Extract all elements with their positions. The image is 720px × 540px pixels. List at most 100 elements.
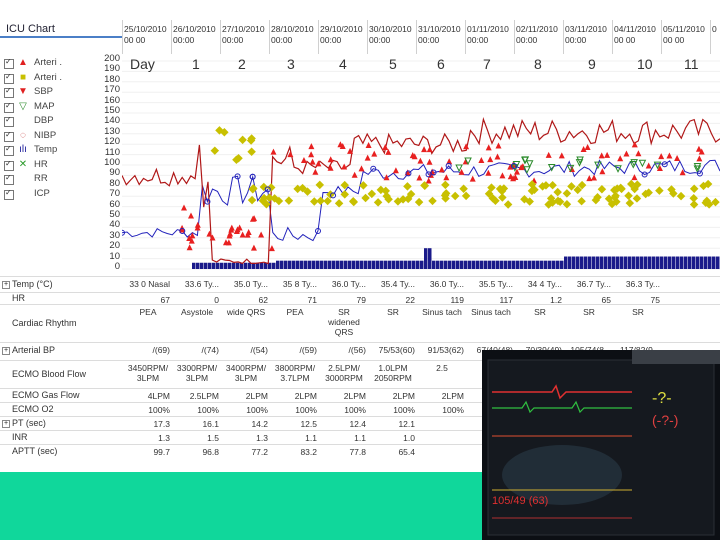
expand-icon[interactable]: + bbox=[2, 420, 10, 428]
temp-bar bbox=[672, 256, 676, 269]
row-label: Cardiac Rhythm bbox=[12, 318, 77, 328]
legend-item[interactable]: ▲ Arteri . bbox=[4, 57, 96, 70]
date-header-7[interactable]: 01/11/2010 00:00 bbox=[467, 24, 509, 48]
date-header-1[interactable]: 26/10/2010 00:00 bbox=[173, 24, 216, 48]
y-tick-label: 190 bbox=[104, 63, 120, 75]
legend-checkbox[interactable] bbox=[4, 115, 14, 127]
date-header-12[interactable]: 0 bbox=[712, 24, 717, 48]
legend-panel: ▲ Arteri . ■ Arteri . ▼ SBP ▽ MAP DBP ◌ NIBP ılı Tem… bbox=[0, 54, 96, 272]
legend-checkbox[interactable] bbox=[4, 188, 14, 200]
temp-bar bbox=[332, 260, 336, 269]
date-text: 30/10/2010 bbox=[369, 24, 412, 34]
legend-checkbox[interactable] bbox=[4, 101, 14, 113]
date-text: 25/10/2010 bbox=[124, 24, 167, 34]
date-header-9[interactable]: 03/11/2010 00:00 bbox=[565, 24, 607, 48]
temp-bar bbox=[384, 260, 388, 269]
arterial-square bbox=[247, 195, 257, 205]
arterial-square bbox=[553, 187, 562, 197]
vitals-chart[interactable] bbox=[122, 54, 720, 272]
legend-checkbox[interactable] bbox=[4, 159, 14, 171]
row-label: ECMO Blood Flow bbox=[12, 369, 87, 379]
table-cell: 100% bbox=[442, 405, 464, 415]
table-cell: 62 bbox=[258, 295, 268, 305]
temp-bar bbox=[560, 260, 564, 269]
temp-bar bbox=[516, 260, 520, 269]
temp-bar bbox=[628, 256, 632, 269]
nibp-circle bbox=[264, 186, 271, 193]
legend-label: SBP bbox=[34, 86, 54, 97]
temp-bar bbox=[616, 256, 620, 269]
legend-item[interactable]: ✕ HR bbox=[4, 159, 96, 172]
arterial-square bbox=[562, 199, 572, 209]
date-header-11[interactable]: 05/11/2010 00 00 bbox=[663, 24, 705, 48]
date-header-2[interactable]: 27/10/2010 00:00 bbox=[222, 24, 265, 48]
arterial-square bbox=[348, 197, 358, 206]
row-label: PT (sec) bbox=[12, 418, 46, 428]
time-text: 00:00 bbox=[222, 35, 244, 45]
temp-bar bbox=[360, 260, 364, 269]
arterial-triangle bbox=[186, 244, 193, 251]
legend-checkbox[interactable] bbox=[4, 173, 14, 185]
nibp-circle bbox=[122, 229, 125, 236]
arterial-square bbox=[367, 189, 377, 199]
date-header-10[interactable]: 04/11/2010 00 00 bbox=[614, 24, 656, 48]
legend-symbol-icon: ▼ bbox=[18, 86, 28, 97]
temp-bar bbox=[592, 256, 596, 269]
temp-bar bbox=[348, 260, 352, 269]
arterial-square bbox=[361, 193, 370, 203]
arterial-triangle bbox=[392, 167, 399, 174]
arterial-square bbox=[689, 200, 699, 209]
table-cell: SR bbox=[632, 307, 644, 317]
table-row-aptt: APTT (sec) 99.7 96.8 77.2 83.2 77.8 65.4 bbox=[0, 444, 720, 459]
legend-symbol-icon: ılı bbox=[19, 144, 27, 155]
date-header-3[interactable]: 28/10/2010 00:00 bbox=[271, 24, 314, 48]
legend-symbol-icon: ▽ bbox=[19, 100, 27, 112]
legend-item[interactable]: ◌ NIBP bbox=[4, 130, 96, 143]
title-underline bbox=[0, 36, 122, 38]
arterial-triangle bbox=[227, 230, 234, 237]
nibp-circle bbox=[330, 192, 337, 199]
day-number: 11 bbox=[684, 56, 699, 72]
row-label: ECMO O2 bbox=[12, 404, 54, 414]
legend-checkbox[interactable] bbox=[4, 72, 14, 84]
date-header-0[interactable]: 25/10/2010 00 00 bbox=[124, 24, 167, 48]
arterial-triangle bbox=[181, 204, 188, 211]
arterial-triangle bbox=[507, 163, 514, 170]
legend-item[interactable]: DBP bbox=[4, 115, 96, 128]
legend-checkbox[interactable] bbox=[4, 144, 14, 156]
table-cell: 14.2 bbox=[251, 419, 268, 429]
expand-icon[interactable]: + bbox=[2, 347, 10, 355]
arterial-triangle bbox=[429, 168, 436, 175]
legend-item[interactable]: ▼ SBP bbox=[4, 86, 96, 99]
temp-bar bbox=[228, 262, 232, 269]
table-cell: 117 bbox=[499, 295, 513, 305]
legend-item[interactable]: ■ Arteri . bbox=[4, 72, 96, 85]
temp-bar bbox=[488, 260, 492, 269]
legend-item[interactable]: ▽ MAP bbox=[4, 101, 96, 114]
table-cell: 75 bbox=[650, 295, 660, 305]
temp-bar bbox=[448, 260, 452, 269]
date-header-6[interactable]: 31/10/2010 00:00 bbox=[418, 24, 461, 48]
legend-item[interactable]: ICP bbox=[4, 188, 96, 201]
expand-icon[interactable]: + bbox=[2, 281, 10, 289]
arterial-square bbox=[340, 190, 349, 199]
temp-bar bbox=[696, 256, 700, 269]
nibp-circle bbox=[204, 198, 211, 205]
legend-checkbox[interactable] bbox=[4, 130, 14, 142]
legend-checkbox[interactable] bbox=[4, 57, 14, 69]
legend-label: HR bbox=[34, 158, 48, 170]
table-cell: 3300RPM/ 3LPM bbox=[176, 363, 218, 383]
row-label: INR bbox=[12, 432, 28, 442]
legend-checkbox[interactable] bbox=[4, 86, 14, 98]
temp-bar bbox=[608, 256, 612, 269]
table-cell: 1.1 bbox=[354, 433, 366, 443]
legend-item[interactable]: RR bbox=[4, 173, 96, 186]
temp-bar bbox=[416, 260, 420, 269]
date-header-5[interactable]: 30/10/2010 00:00 bbox=[369, 24, 412, 48]
date-header-8[interactable]: 02/11/2010 00:00 bbox=[516, 24, 558, 48]
date-header-4[interactable]: 29/10/2010 00:00 bbox=[320, 24, 363, 48]
arterial-square bbox=[210, 146, 220, 155]
legend-item[interactable]: ılı Temp bbox=[4, 144, 96, 157]
table-cell: 4LPM bbox=[147, 391, 170, 401]
table-cell: Sinus tach bbox=[422, 307, 462, 317]
